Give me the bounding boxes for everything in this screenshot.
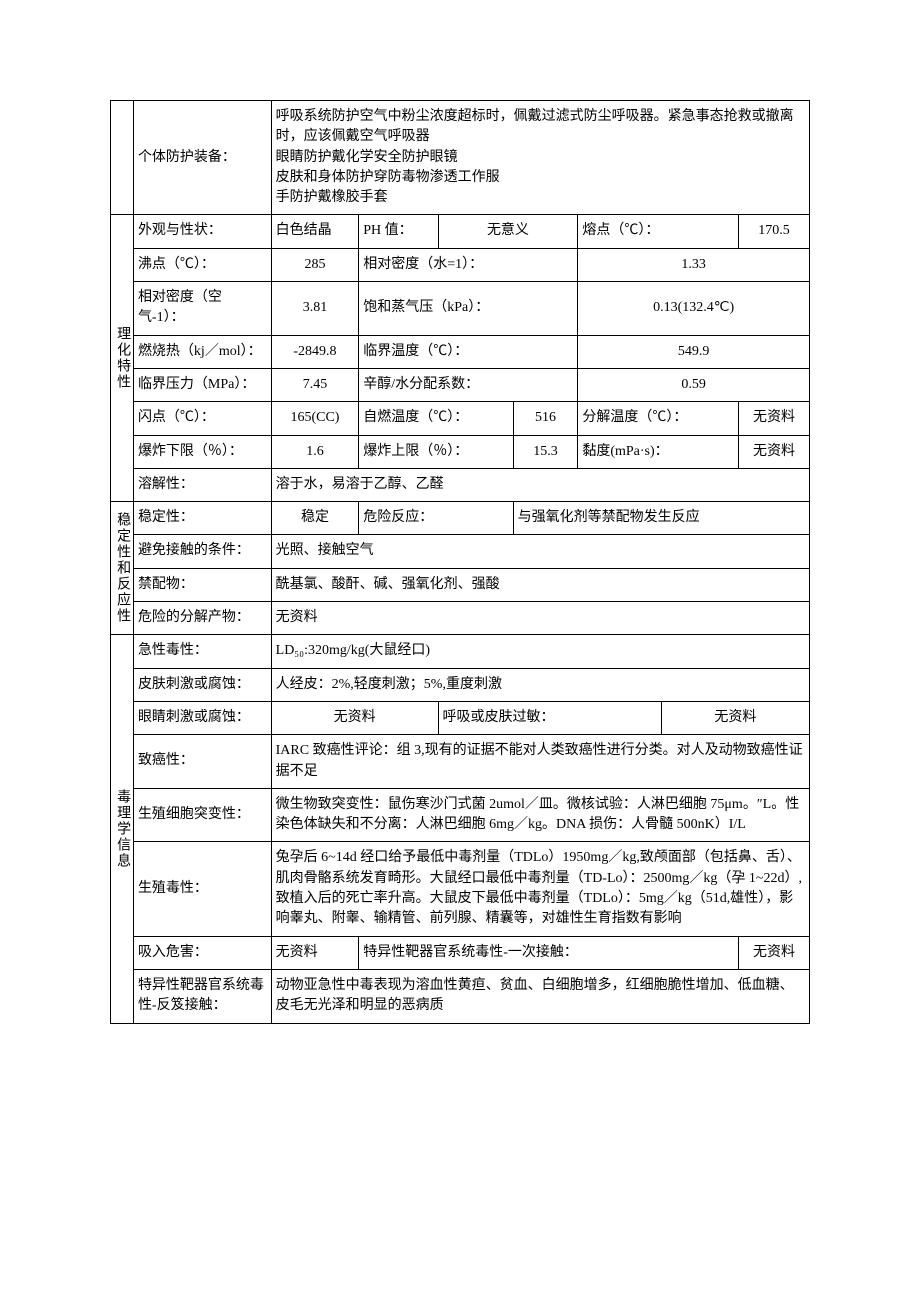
inhal-label: 吸入危害： xyxy=(133,936,271,969)
msds-table: 个体防护装备： 呼吸系统防护空气中粉尘浓度超标时，佩戴过滤式防尘呼吸器。紧急事态… xyxy=(110,100,810,1024)
airdens-value: 3.81 xyxy=(271,282,359,336)
ph-label: PH 值： xyxy=(359,215,438,248)
avoid-value: 光照、接触空气 xyxy=(271,535,809,568)
carc-label: 致癌性： xyxy=(133,735,271,789)
eye-label: 眼睛刺激或腐蚀： xyxy=(133,701,271,734)
crit-t-value: 549.9 xyxy=(578,335,810,368)
stotsingle-value: 无资料 xyxy=(738,936,809,969)
skin-label: 皮肤刺激或腐蚀： xyxy=(133,668,271,701)
bp-label: 沸点（℃）： xyxy=(133,248,271,281)
section-tox: 毒理学信息 xyxy=(111,635,134,1023)
mp-label: 熔点（℃）： xyxy=(578,215,739,248)
decomp-label: 分解温度（℃）： xyxy=(578,402,739,435)
acute-label: 急性毒性： xyxy=(133,635,271,668)
decomp-value: 无资料 xyxy=(738,402,809,435)
lel-label: 爆炸下限（％）： xyxy=(133,435,271,468)
mp-value: 170.5 xyxy=(738,215,809,248)
respsens-value: 无资料 xyxy=(661,701,809,734)
combheat-label: 燃烧热（kj／mol）： xyxy=(133,335,271,368)
crit-p-value: 7.45 xyxy=(271,368,359,401)
autoign-label: 自燃温度（℃）： xyxy=(359,402,513,435)
incompat-value: 酰基氯、酸酐、碱、强氧化剂、强酸 xyxy=(271,568,809,601)
germ-value: 微生物致突变性：鼠伤寒沙门式菌 2umol／皿。微核试验：人淋巴细胞 75μm。… xyxy=(271,788,809,842)
appearance-label: 外观与性状： xyxy=(133,215,271,248)
inhal-value: 无资料 xyxy=(271,936,359,969)
carc-value: IARC 致癌性评论：组 3,现有的证据不能对人类致癌性进行分类。对人及动物致癌… xyxy=(271,735,809,789)
hazdecomp-label: 危险的分解产物： xyxy=(133,602,271,635)
crit-p-label: 临界压力（MPa）： xyxy=(133,368,271,401)
stability-value: 稳定 xyxy=(271,502,359,535)
reldens-label: 相对密度（水=1）： xyxy=(359,248,578,281)
section-physchem: 理化特性 xyxy=(111,215,134,502)
hazdecomp-value: 无资料 xyxy=(271,602,809,635)
crit-t-label: 临界温度（℃）： xyxy=(359,335,578,368)
logp-label: 辛醇/水分配系数： xyxy=(359,368,578,401)
airdens-label: 相对密度（空气-1）： xyxy=(133,282,271,336)
uel-value: 15.3 xyxy=(513,435,578,468)
stotsingle-label: 特异性靶器官系统毒性-一次接触： xyxy=(359,936,739,969)
satvp-label: 饱和蒸气压（kPa）： xyxy=(359,282,578,336)
bp-value: 285 xyxy=(271,248,359,281)
satvp-value: 0.13(132.4℃) xyxy=(578,282,810,336)
sol-label: 溶解性： xyxy=(133,468,271,501)
germ-label: 生殖细胞突变性： xyxy=(133,788,271,842)
flash-value: 165(CC) xyxy=(271,402,359,435)
acute-value: LD₅₀:320mg/kg(大鼠经口) xyxy=(271,635,809,668)
reldens-value: 1.33 xyxy=(578,248,810,281)
repro-value: 兔孕后 6~14d 经口给予最低中毒剂量（TDLo）1950mg／kg,致颅面部… xyxy=(271,842,809,936)
stotrep-value: 动物亚急性中毒表现为溶血性黄疸、贫血、白细胞增多，红细胞脆性增加、低血糖、皮毛无… xyxy=(271,969,809,1023)
section-stability: 稳定性和反应性 xyxy=(111,502,134,635)
eye-value: 无资料 xyxy=(271,701,438,734)
ph-value: 无意义 xyxy=(438,215,578,248)
respsens-label: 呼吸或皮肤过敏： xyxy=(438,701,661,734)
ppe-label: 个体防护装备： xyxy=(133,101,271,215)
section-blank xyxy=(111,101,134,215)
lel-value: 1.6 xyxy=(271,435,359,468)
logp-value: 0.59 xyxy=(578,368,810,401)
appearance-value: 白色结晶 xyxy=(271,215,359,248)
ppe-value: 呼吸系统防护空气中粉尘浓度超标时，佩戴过滤式防尘呼吸器。紧急事态抢救或撤离时，应… xyxy=(271,101,809,215)
visc-label: 黏度(mPa·s)： xyxy=(578,435,739,468)
stotrep-label: 特异性靶器官系统毒性-反笈接触： xyxy=(133,969,271,1023)
hazreact-label: 危险反应： xyxy=(359,502,513,535)
incompat-label: 禁配物： xyxy=(133,568,271,601)
sol-value: 溶于水，易溶于乙醇、乙醛 xyxy=(271,468,809,501)
avoid-label: 避免接触的条件： xyxy=(133,535,271,568)
visc-value: 无资料 xyxy=(738,435,809,468)
skin-value: 人经皮：2%,轻度刺激；5%,重度刺激 xyxy=(271,668,809,701)
hazreact-value: 与强氧化剂等禁配物发生反应 xyxy=(513,502,809,535)
autoign-value: 516 xyxy=(513,402,578,435)
uel-label: 爆炸上限（％）： xyxy=(359,435,513,468)
flash-label: 闪点（℃）： xyxy=(133,402,271,435)
stability-label: 稳定性： xyxy=(133,502,271,535)
combheat-value: -2849.8 xyxy=(271,335,359,368)
repro-label: 生殖毒性： xyxy=(133,842,271,936)
